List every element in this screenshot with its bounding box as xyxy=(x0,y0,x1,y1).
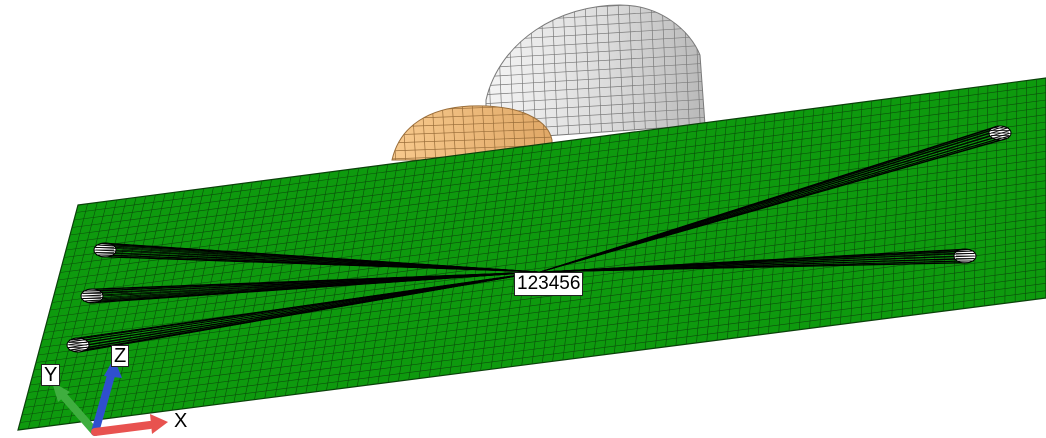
plate-mesh-line xyxy=(31,246,1046,378)
cylinder-mesh-line xyxy=(595,5,603,140)
plate-mesh-line xyxy=(51,173,1046,303)
rbe-spoke-line xyxy=(84,271,541,302)
y-axis-arrow xyxy=(56,388,99,436)
cylinder-mesh-line xyxy=(486,62,705,78)
node-id-label: 123456 xyxy=(514,272,584,296)
plate-mesh-line xyxy=(27,261,1046,393)
rbe-spokes xyxy=(66,125,1012,353)
x-axis-arrow xyxy=(91,421,154,436)
rbe-spoke-line xyxy=(93,249,541,273)
cylinder-mesh-line xyxy=(661,5,669,140)
cylinder-mesh-line xyxy=(562,5,570,140)
plate-mesh-line xyxy=(47,187,1046,318)
y-axis-label: Y xyxy=(41,364,61,386)
rbe-spoke-line xyxy=(81,271,541,300)
rbe-spoke-line xyxy=(539,126,1005,273)
plate-mesh-line xyxy=(29,253,1046,386)
rbe-spoke-line xyxy=(102,271,541,294)
cylinder-mesh-line xyxy=(486,35,705,51)
disk-mesh-line xyxy=(392,120,552,128)
plate-mesh-line xyxy=(53,165,1046,296)
rbe-spoke-line xyxy=(70,271,541,351)
cylinder-mesh-line xyxy=(486,71,705,87)
plate-mesh-line xyxy=(73,92,1046,221)
cylinder-mesh-line xyxy=(486,44,705,60)
rbe-spoke-line xyxy=(539,258,955,273)
disk-mesh-line xyxy=(392,136,552,144)
cylinder-mesh-line xyxy=(584,5,592,140)
cylinder-mesh-line xyxy=(672,5,680,140)
plate-mesh-line xyxy=(65,121,1046,251)
cylinder-mesh-line xyxy=(486,80,705,96)
disk-mesh-line xyxy=(441,105,447,160)
plate-mesh-line xyxy=(75,85,1046,213)
rbe-spoke-line xyxy=(539,129,1011,273)
cylinder-mesh-line xyxy=(486,89,705,105)
plate-mesh-line xyxy=(19,290,1046,423)
rbe-spoke-line xyxy=(85,271,541,341)
plate-mesh-line xyxy=(25,268,1046,401)
plate-mesh-line xyxy=(45,195,1046,326)
x-axis-arrowhead xyxy=(150,414,168,434)
rbe-spoke-line xyxy=(94,252,541,273)
plate-mesh-line xyxy=(67,114,1046,243)
disk-mesh-line xyxy=(392,128,552,136)
z-axis-arrow xyxy=(91,368,116,436)
rbe-spoke-line xyxy=(539,127,1008,273)
cylinder-mesh-line xyxy=(617,5,625,140)
rbe-spoke-line xyxy=(88,271,541,343)
plate-part xyxy=(17,77,1046,431)
cylinder-mesh-line xyxy=(573,5,581,140)
disk-part xyxy=(391,105,553,161)
cylinder-mesh-line xyxy=(628,5,636,140)
plate-mesh-line xyxy=(61,136,1046,266)
rbe-spoke-line xyxy=(539,139,996,273)
plate-mesh-line xyxy=(71,99,1046,228)
plate-mesh-line xyxy=(55,158,1046,288)
cylinder-mesh-line xyxy=(650,5,658,140)
plate-mesh-line xyxy=(43,202,1046,333)
y-axis-arrowhead xyxy=(52,382,70,402)
plate-mesh-line xyxy=(69,107,1046,236)
coordinate-triad xyxy=(52,358,168,436)
rbe-spoke-line xyxy=(539,252,976,273)
plate-mesh-line xyxy=(49,180,1046,311)
plate-mesh-line xyxy=(21,283,1046,416)
rbe-spoke-line xyxy=(115,246,541,273)
x-axis-label: X xyxy=(174,410,188,432)
plate-mesh-line xyxy=(23,275,1046,408)
plate-mesh-line xyxy=(63,129,1046,258)
cylinder-mesh-line xyxy=(486,53,705,69)
z-axis-label: Z xyxy=(111,345,130,367)
z-axis-arrowhead xyxy=(104,358,122,378)
